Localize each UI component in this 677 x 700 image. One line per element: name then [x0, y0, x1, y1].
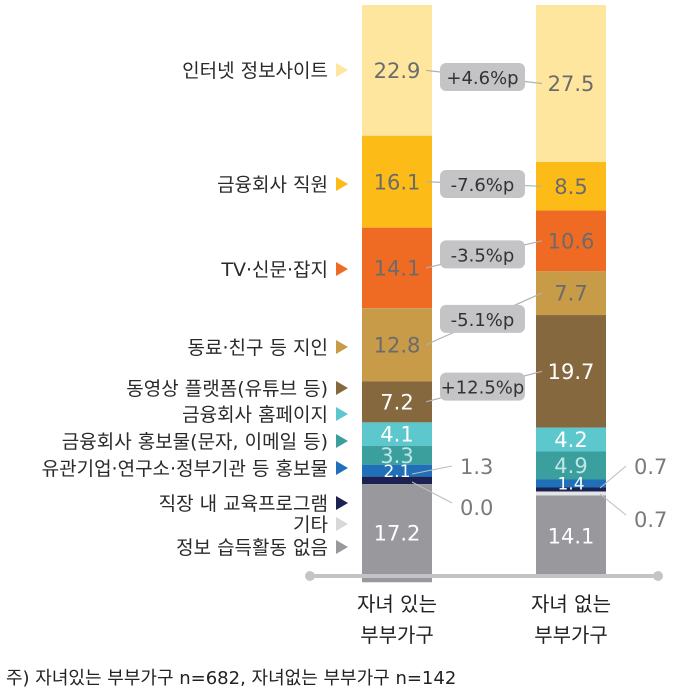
- bar-segment: [362, 5, 432, 136]
- category-label: 자녀 있는: [357, 592, 437, 616]
- legend-marker: [336, 177, 348, 191]
- value-label: 0.7: [634, 455, 667, 479]
- legend-marker: [336, 517, 348, 531]
- bar-segment: [362, 308, 432, 382]
- value-label: 8.5: [554, 175, 587, 199]
- bar-segment: [536, 495, 606, 576]
- stacked-bar-chart: 22.9 16.1 14.1 12.8 7.2 4.13.32.1 1.3 0.0 17.2 27…: [42, 5, 667, 647]
- legend-label: 유관기업·연구소·정부기관 등 홍보물: [42, 458, 328, 480]
- bar-segment: [536, 427, 606, 452]
- bar-segment: [536, 271, 606, 316]
- value-label: 14.1: [548, 524, 595, 548]
- change-label: +4.6%p: [446, 68, 518, 89]
- change-label: -3.5%p: [451, 245, 515, 266]
- bar-segment: [536, 162, 606, 211]
- bar-segment: [362, 476, 432, 485]
- value-label: 3.3: [380, 444, 413, 468]
- change-label: -5.1%p: [451, 310, 515, 331]
- label-leader-line: [411, 465, 453, 475]
- change-badge: [440, 240, 525, 269]
- value-label: 4.9: [554, 454, 587, 478]
- legend-label: 기타: [293, 514, 328, 536]
- bar-segment: [362, 445, 432, 465]
- label-leader-line: [599, 493, 627, 516]
- change-label: -7.6%p: [451, 175, 515, 196]
- legend-label: 금융회사 홍보물(문자, 이메일 등): [62, 431, 328, 453]
- value-label: 10.6: [548, 229, 595, 253]
- change-badge: [440, 372, 525, 401]
- value-label: 1.4: [557, 475, 584, 495]
- legend-marker: [336, 262, 348, 276]
- legend-marker: [336, 381, 348, 395]
- change-label: +12.5%p: [441, 378, 525, 399]
- bar-segment: [362, 135, 432, 228]
- change-badge: [440, 62, 525, 91]
- value-label: 27.5: [548, 72, 595, 96]
- bar-segment: [362, 464, 432, 477]
- legend-marker: [336, 461, 348, 475]
- value-label: 16.1: [374, 170, 421, 194]
- legend-label: 동영상 플랫폼(유튜브 등): [126, 378, 328, 400]
- bar-segment: [362, 484, 432, 583]
- change-badge: [440, 304, 525, 333]
- axis-end-dot: [305, 571, 315, 581]
- bar-segment: [362, 381, 432, 423]
- bar-segment: [362, 227, 432, 309]
- value-label: 0.0: [460, 496, 493, 520]
- legend-marker: [336, 407, 348, 421]
- value-label: 0.7: [634, 508, 667, 532]
- legend-label: TV·신문·잡지: [220, 259, 328, 281]
- legend-marker: [336, 434, 348, 448]
- legend-label: 직장 내 교육프로그램: [159, 493, 328, 515]
- value-label: 17.2: [374, 522, 421, 546]
- category-label: 부부가구: [360, 623, 434, 647]
- legend-marker: [336, 63, 348, 77]
- legend-label: 정보 습득활동 없음: [176, 537, 328, 559]
- bar-segment: [536, 210, 606, 272]
- bar-segment: [536, 487, 606, 492]
- value-label: 2.1: [383, 462, 410, 482]
- legend-label: 인터넷 정보사이트: [182, 60, 328, 82]
- category-label: 부부가구: [534, 623, 608, 647]
- value-label: 12.8: [374, 333, 421, 357]
- value-label: 1.3: [460, 455, 493, 479]
- bar-segment: [536, 479, 606, 488]
- legend-label: 금융회사 직원: [217, 174, 328, 196]
- label-leader-line: [411, 481, 453, 504]
- category-label: 자녀 없는: [531, 592, 611, 616]
- legend-label: 금융회사 홈페이지: [182, 404, 328, 426]
- legend-marker: [336, 496, 348, 510]
- bar-segment: [536, 451, 606, 480]
- label-leader-line: [599, 465, 627, 489]
- bar-segment: [536, 315, 606, 428]
- value-label: 14.1: [374, 257, 421, 281]
- value-label: 7.7: [554, 282, 587, 306]
- value-label: 22.9: [374, 59, 421, 83]
- axis-end-dot: [653, 571, 663, 581]
- change-badge: [440, 170, 525, 199]
- footnote: 주) 자녀있는 부부가구 n=682, 자녀없는 부부가구 n=142: [6, 668, 457, 689]
- bar-segment: [536, 491, 606, 496]
- value-label: 19.7: [548, 360, 595, 384]
- value-label: 7.2: [380, 390, 413, 414]
- bar-segment: [362, 422, 432, 446]
- legend-marker: [336, 340, 348, 354]
- legend-label: 동료·친구 등 지인: [188, 337, 328, 359]
- bar-segment: [536, 5, 606, 163]
- legend-marker: [336, 540, 348, 554]
- value-label: 4.1: [380, 423, 413, 447]
- value-label: 4.2: [554, 428, 587, 452]
